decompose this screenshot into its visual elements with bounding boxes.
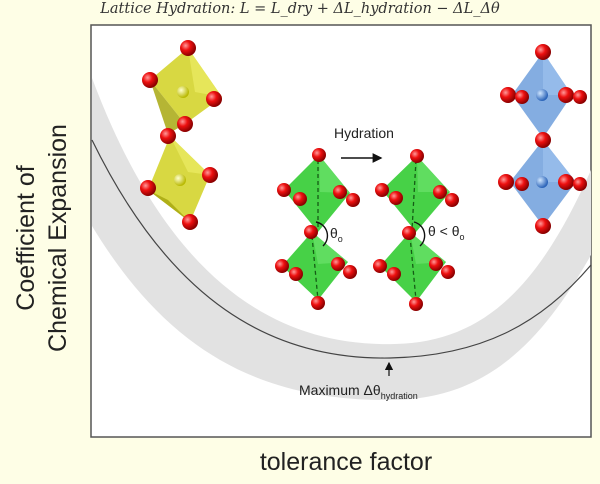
theta-compare-subscript: o (460, 232, 465, 242)
theta-initial-subscript: o (338, 234, 343, 244)
green-octahedra-right (380, 156, 450, 302)
x-axis-label: tolerance factor (259, 448, 433, 476)
yellow-octahedra (148, 48, 222, 222)
theta-initial-symbol: θ (330, 225, 338, 241)
maximum-label: Maximum Δθhydration (299, 382, 418, 401)
maximum-subscript: hydration (381, 391, 418, 401)
blue-octahedra (510, 52, 576, 226)
maximum-text: Maximum Δθ (299, 382, 381, 398)
y-axis-label-line2: Chemical Expansion (44, 124, 72, 352)
hydration-label: Hydration (334, 125, 394, 141)
y-axis-label-line1: Coefficient of (12, 165, 40, 311)
blue-oxygens (498, 44, 587, 234)
theta-compare-label: θ < θo (428, 223, 465, 242)
y-axis-label: Coefficient of Chemical Expansion (10, 124, 74, 352)
yellow-oxygens (140, 40, 222, 230)
theta-initial-label: θo (330, 225, 343, 244)
green-oxygens-right (373, 149, 459, 311)
green-octahedra-left (282, 155, 350, 301)
trend-curve (91, 139, 592, 359)
chart-title: Lattice Hydration: L = L_dry + ΔL_hydrat… (100, 1, 500, 17)
theta-compare-text: θ < θ (428, 223, 460, 239)
trend-band (92, 78, 591, 401)
green-oxygens-left (275, 148, 360, 310)
